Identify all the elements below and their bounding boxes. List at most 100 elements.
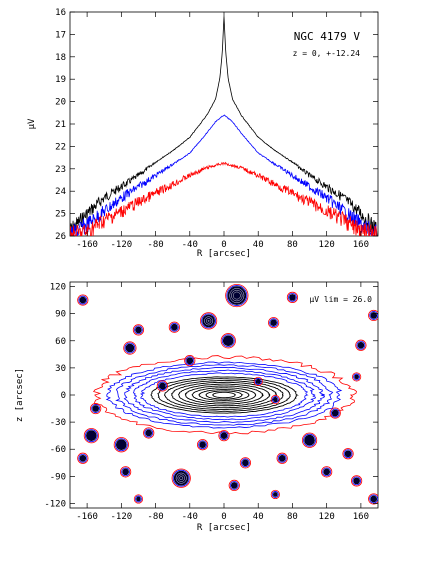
y-tick-label: -120 [44,499,66,509]
y-tick-label: 17 [55,30,66,40]
star-contour-outer [171,468,191,488]
x-tick-label: -160 [76,240,98,250]
star-contour-mid [352,476,362,486]
star-inner-contour [207,320,210,322]
star-core [173,470,189,486]
star-contour-outer [368,309,378,322]
y-tick-label: 19 [55,75,66,85]
star-core [344,450,352,458]
y-tick-label: 30 [55,364,66,374]
star-contour-outer [133,494,144,504]
x-tick-label: -80 [147,240,163,250]
bottom-y-axis-title: z [arcsec] [15,368,25,422]
star-contour-mid [254,378,262,385]
star-core [220,432,228,439]
star-core [92,405,99,412]
star-contour-outer [143,427,155,439]
star-core [323,468,330,476]
star-core [86,430,97,441]
star-contour-mid [353,373,361,381]
star-contour-mid [271,396,279,403]
star-contour-mid [322,467,332,477]
star-contour-mid [343,449,353,459]
star-inner-contour [177,474,185,482]
y-tick-label: 24 [55,187,66,197]
star-contour-outer [351,475,363,487]
star-core [79,454,87,462]
inner-isophote [157,378,291,412]
contour-map-panel: -160 -120 -80 -40 0 40 80 120 160 -120 -90 -60 -30 0 3… [15,281,379,533]
inner-isophote [184,385,265,405]
y-tick-label: -90 [50,472,66,482]
star-core [171,323,178,331]
star-core [122,468,129,476]
star-contour-mid [240,458,250,468]
star-contour-outer [342,448,354,460]
star-inner-contour [204,316,214,326]
star-contour-mid [369,311,378,320]
star-inner-contour [229,288,245,303]
star-contour-mid [78,295,88,305]
isophote-contours [93,355,357,435]
x-tick-label: -120 [110,240,132,250]
star-contour-outer [132,324,145,336]
star-contour-mid [303,433,316,447]
mid-isophote [115,364,334,426]
x-tick-label: 0 [221,240,226,250]
star-core [116,439,127,451]
star-contour-outer [197,439,209,451]
y-tick-label: 21 [55,120,66,130]
star-contour-mid [134,325,143,335]
star-core [242,459,249,467]
y-tick-label: 26 [55,232,66,242]
y-tick-label: 0 [61,391,66,401]
profile-line [70,114,378,236]
top-plot-subtitle: z = 0, +-12.24 [293,49,361,58]
star-contour-outer [286,291,299,303]
top-plot-title: NGC 4179 V [294,30,361,43]
star-core [186,357,194,364]
star-contour-outer [270,489,280,500]
bottom-x-axis-title: R [arcsec] [197,523,251,533]
x-tick-label: -120 [110,512,132,522]
star-contour-mid [269,318,279,328]
x-tick-label: 80 [287,512,298,522]
star-contour-mid [172,469,190,487]
star-contour-outer [90,402,102,415]
star-core [136,496,141,502]
star-contour-mid [169,322,179,332]
star-contour-mid [369,494,378,504]
star-core [278,454,286,462]
star-contour-outer [156,380,168,392]
inner-isophote [150,376,299,414]
x-tick-label: 40 [253,240,264,250]
star-core [230,482,238,489]
inner-isophote [177,383,271,407]
inner-isophote [198,389,250,401]
star-core [227,286,247,305]
star-contour-outer [77,452,89,464]
inner-isophote [164,379,284,411]
star-core [273,397,278,402]
bottom-plot-frame [69,281,379,509]
y-tick-label: 18 [55,53,66,63]
star-contour-outer [77,294,89,306]
star-core [331,409,339,417]
star-inner-contour [206,318,212,324]
star-core [255,379,261,384]
star-core [222,335,234,347]
star-contour-outer [225,283,249,308]
x-tick-label: 120 [319,240,335,250]
star-core [79,296,87,304]
x-tick-label: 160 [353,240,369,250]
star-core [370,495,378,503]
y-tick-label: 20 [55,98,66,108]
top-y-axis-title: μV [27,118,37,129]
star-inner-contour [175,472,187,484]
star-contour-outer [218,430,230,442]
y-tick-label: 60 [55,337,66,347]
star-contour-outer [184,355,196,367]
star-contour-mid [271,491,279,498]
star-contour-outer [329,407,341,419]
star-contour-mid [229,480,239,490]
